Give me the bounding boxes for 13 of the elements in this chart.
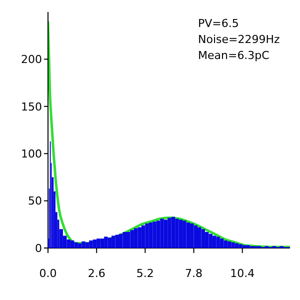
y-tick-label: 200 — [21, 53, 42, 66]
annotation: PV=6.5 — [198, 16, 240, 32]
y-tick-label: 50 — [28, 194, 42, 208]
x-tick-label: 0.0 — [39, 266, 57, 280]
y-tick-label: 150 — [21, 100, 42, 114]
x-tick-label: 7.8 — [185, 266, 203, 280]
y-tick-label: 0 — [35, 242, 42, 255]
x-tick-label: 10.4 — [230, 266, 255, 280]
annotation: Noise=2299Hz — [198, 32, 280, 48]
x-tick-label: 5.2 — [136, 266, 154, 280]
y-tick-label: 100 — [21, 148, 42, 161]
annotation: Mean=6.3pC — [198, 48, 270, 64]
x-tick-label: 2.6 — [88, 266, 106, 280]
